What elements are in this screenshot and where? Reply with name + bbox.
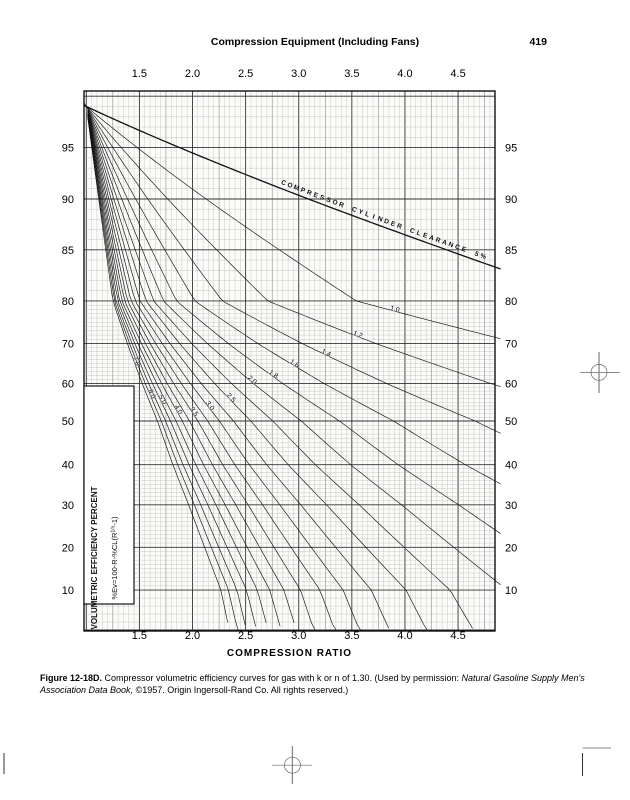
svg-text:30: 30 (62, 500, 74, 512)
svg-text:2.0: 2.0 (185, 68, 200, 80)
svg-text:3.5: 3.5 (344, 68, 359, 80)
svg-text:4.0: 4.0 (397, 68, 412, 80)
svg-text:10: 10 (62, 585, 74, 597)
svg-text:40: 40 (505, 460, 517, 472)
svg-text:20: 20 (505, 542, 517, 554)
svg-text:20: 20 (62, 542, 74, 554)
svg-text:3.0: 3.0 (291, 630, 306, 642)
svg-text:95: 95 (62, 143, 74, 155)
svg-text:50: 50 (505, 416, 517, 428)
svg-text:60: 60 (62, 379, 74, 391)
svg-text:90: 90 (505, 194, 517, 206)
svg-text:60: 60 (505, 379, 517, 391)
svg-text:1.5: 1.5 (132, 68, 147, 80)
svg-text:30: 30 (505, 500, 517, 512)
svg-text:1.5: 1.5 (132, 630, 147, 642)
svg-text:85: 85 (505, 245, 517, 257)
svg-text:70: 70 (62, 339, 74, 351)
svg-text:3.0: 3.0 (291, 68, 306, 80)
svg-text:80: 80 (505, 296, 517, 308)
svg-text:COMPRESSION RATIO: COMPRESSION RATIO (227, 648, 352, 659)
svg-text:4.5: 4.5 (450, 630, 465, 642)
svg-text:95: 95 (505, 143, 517, 155)
svg-text:90: 90 (62, 194, 74, 206)
svg-text:80: 80 (62, 296, 74, 308)
svg-text:85: 85 (62, 245, 74, 257)
svg-text:VOLUMETRIC EFFICIENCY PERCENT: VOLUMETRIC EFFICIENCY PERCENT (90, 486, 99, 629)
svg-text:50: 50 (62, 416, 74, 428)
svg-text:40: 40 (62, 460, 74, 472)
svg-text:2.0: 2.0 (185, 630, 200, 642)
svg-text:4.5: 4.5 (450, 68, 465, 80)
svg-text:2.5: 2.5 (238, 630, 253, 642)
svg-text:3.5: 3.5 (344, 630, 359, 642)
svg-text:70: 70 (505, 339, 517, 351)
svg-text:4.0: 4.0 (397, 630, 412, 642)
svg-text:10: 10 (505, 585, 517, 597)
svg-text:2.5: 2.5 (238, 68, 253, 80)
